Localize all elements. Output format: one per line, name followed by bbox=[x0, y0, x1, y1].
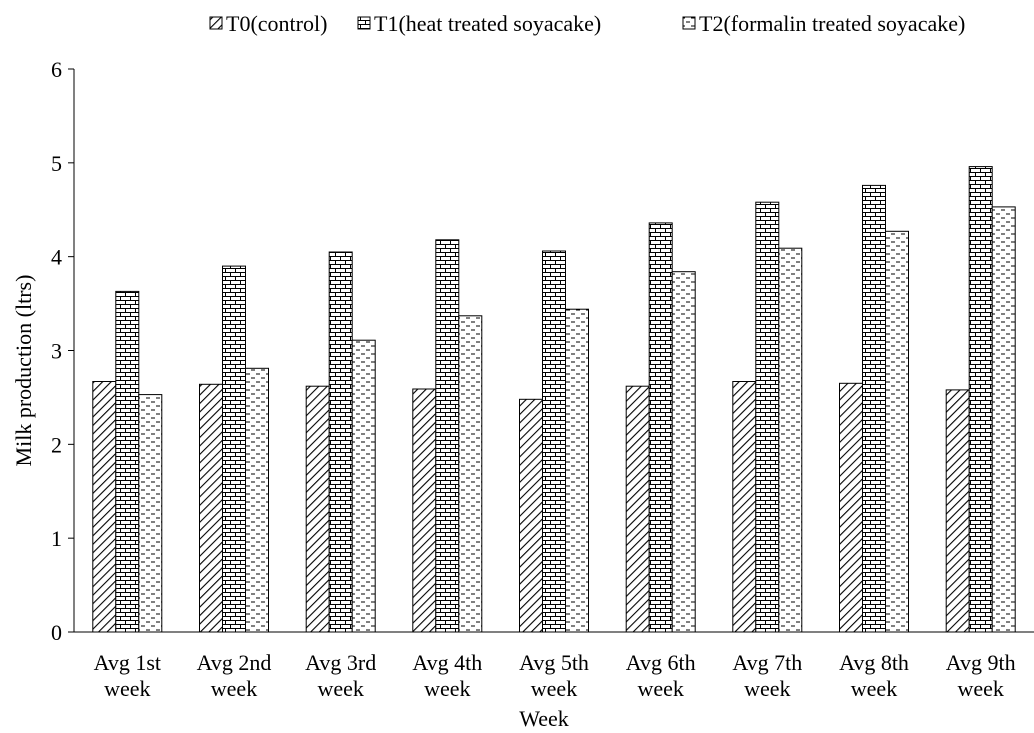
legend-label: T0(control) bbox=[226, 11, 327, 36]
bar-0-6 bbox=[732, 381, 757, 633]
bar-0-8 bbox=[945, 389, 970, 633]
bar-2-1 bbox=[245, 367, 269, 633]
bar-0-1 bbox=[199, 383, 223, 633]
bar-0-3 bbox=[412, 388, 437, 633]
axes bbox=[73, 69, 1034, 633]
x-tick-label: Avg 9th week bbox=[946, 650, 1016, 701]
y-tick-label: 4 bbox=[51, 245, 62, 270]
bar-0-5 bbox=[625, 385, 650, 633]
x-tick-label: Avg 2nd week bbox=[197, 650, 272, 701]
x-axis-label-group: Week bbox=[519, 706, 569, 731]
bar-2-0 bbox=[138, 394, 163, 633]
y-axis-label-group: Milk production (ltrs) bbox=[11, 275, 36, 467]
y-axis-ticks: 0 1 2 3 4 5 6 bbox=[51, 57, 74, 645]
bar-2-6 bbox=[778, 247, 803, 633]
y-tick-label: 6 bbox=[51, 57, 62, 82]
legend-label: T2(formalin treated soyacake) bbox=[699, 11, 965, 36]
bar-2-4 bbox=[565, 308, 589, 633]
bar-0-7 bbox=[839, 382, 863, 633]
legend: T0(control) T1(heat treated soyacake) T2(f… bbox=[209, 11, 965, 36]
legend-swatch bbox=[209, 16, 223, 30]
x-tick-label: Avg 8th week bbox=[839, 650, 909, 701]
y-tick-label: 2 bbox=[51, 432, 62, 457]
bar-1-8 bbox=[968, 166, 993, 633]
y-tick-label: 3 bbox=[51, 339, 62, 364]
bars bbox=[92, 166, 1016, 633]
x-tick-label: Avg 1st week bbox=[94, 650, 161, 701]
x-tick-label: Avg 3rd week bbox=[305, 650, 376, 701]
bar-1-4 bbox=[542, 250, 566, 633]
bar-1-0 bbox=[115, 290, 140, 633]
y-tick-label: 0 bbox=[51, 620, 62, 645]
x-tick-label: Avg 6th week bbox=[626, 650, 696, 701]
bar-0-4 bbox=[519, 398, 543, 633]
bar-2-3 bbox=[458, 315, 483, 633]
bar-2-7 bbox=[885, 230, 909, 633]
x-tick-label: Avg 5th week bbox=[519, 650, 589, 701]
bar-2-2 bbox=[351, 339, 376, 633]
x-axis-ticks: Avg 1st week Avg 2nd week Avg 3rd week Avg 4th… bbox=[94, 650, 1016, 701]
legend-label: T1(heat treated soyacake) bbox=[374, 11, 601, 36]
y-tick-label: 1 bbox=[51, 526, 62, 551]
bar-0-0 bbox=[92, 381, 117, 633]
x-tick-label: Avg 7th week bbox=[732, 650, 802, 701]
x-axis-label: Week bbox=[519, 706, 569, 731]
bar-0-2 bbox=[305, 385, 330, 633]
bar-1-5 bbox=[648, 222, 673, 633]
bar-1-1 bbox=[222, 265, 246, 633]
bar-2-5 bbox=[671, 271, 696, 633]
y-tick-label: 5 bbox=[51, 151, 62, 176]
bar-2-8 bbox=[991, 206, 1016, 633]
legend-swatch bbox=[357, 16, 371, 30]
legend-swatch bbox=[682, 16, 696, 30]
bar-1-2 bbox=[328, 251, 353, 633]
x-tick-label: Avg 4th week bbox=[412, 650, 482, 701]
bar-1-7 bbox=[862, 184, 886, 633]
bar-1-6 bbox=[755, 201, 780, 633]
bar-1-3 bbox=[435, 239, 460, 633]
y-axis-label: Milk production (ltrs) bbox=[11, 275, 36, 467]
